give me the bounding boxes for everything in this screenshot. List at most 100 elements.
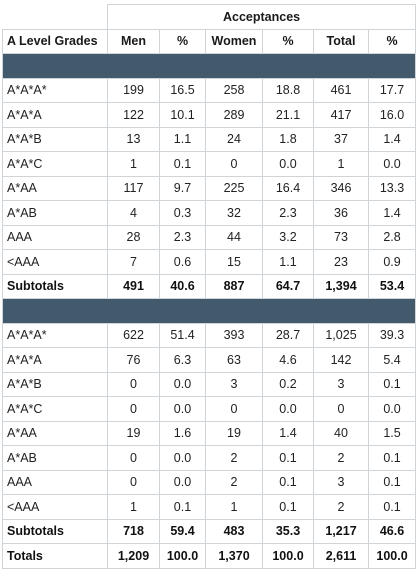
cell-women-percent: 21.1 (262, 102, 314, 128)
cell-men: 13 (107, 126, 160, 152)
cell-women-percent: 4.6 (262, 347, 314, 373)
cell-total-percent: 0.1 (367, 494, 417, 520)
table-row: A*A*A 76 6.3 63 4.6 142 5.4 (2, 347, 417, 373)
header-row-group: Acceptances (2, 4, 417, 30)
totals-row-label: Totals (2, 543, 108, 569)
table-row-label: A*A*C (2, 396, 108, 422)
table-row: A*A*B 13 1.1 24 1.8 37 1.4 (2, 126, 417, 152)
cell-men-percent: 1.1 (159, 126, 206, 152)
totals-row: Totals 1,209 100.0 1,370 100.0 2,611 100.0 (2, 543, 417, 569)
table-row: A*AB 0 0.0 2 0.1 2 0.1 (2, 445, 417, 471)
cell-women: 44 (205, 224, 263, 250)
cell-total: 461 (313, 77, 369, 103)
cell-women: 887 (205, 273, 263, 299)
table-row-label: <AAA (2, 249, 108, 275)
table-row-label: A*AA (2, 175, 108, 201)
section-divider-band (1, 53, 417, 79)
cell-total: 2 (313, 494, 369, 520)
cell-women-percent: 35.3 (262, 518, 314, 544)
cell-women-percent: 0.0 (262, 151, 314, 177)
section-divider-band (1, 298, 417, 324)
table-row: A*AA 117 9.7 225 16.4 346 13.3 (2, 175, 417, 201)
column-header-women: Women (205, 28, 263, 54)
cell-total: 417 (313, 102, 369, 128)
cell-total-percent: 5.4 (367, 347, 417, 373)
cell-men: 1,209 (107, 543, 160, 569)
cell-men: 28 (107, 224, 160, 250)
table-row: AAA 0 0.0 2 0.1 3 0.1 (2, 469, 417, 495)
table-row: <AAA 7 0.6 15 1.1 23 0.9 (2, 249, 417, 275)
cell-women: 258 (205, 77, 263, 103)
cell-women: 63 (205, 347, 263, 373)
table-row: A*AA 19 1.6 19 1.4 40 1.5 (2, 420, 417, 446)
cell-men-percent: 0.0 (159, 371, 206, 397)
header-row-columns: A Level Grades Men % Women % Total % (2, 28, 417, 54)
cell-men: 1 (107, 494, 160, 520)
table-row-label: A*A*A* (2, 77, 108, 103)
cell-women-percent: 16.4 (262, 175, 314, 201)
cell-women: 0 (205, 396, 263, 422)
cell-women-percent: 18.8 (262, 77, 314, 103)
table-row-label: A*AB (2, 200, 108, 226)
cell-men-percent: 2.3 (159, 224, 206, 250)
cell-men: 122 (107, 102, 160, 128)
table-row-label: A*A*A (2, 347, 108, 373)
cell-total-percent: 0.1 (367, 469, 417, 495)
cell-total-percent: 1.5 (367, 420, 417, 446)
cell-women: 289 (205, 102, 263, 128)
cell-total: 2 (313, 445, 369, 471)
cell-men: 0 (107, 396, 160, 422)
cell-men-percent: 1.6 (159, 420, 206, 446)
cell-men-percent: 51.4 (159, 322, 206, 348)
cell-total-percent: 1.4 (367, 200, 417, 226)
cell-women-percent: 64.7 (262, 273, 314, 299)
table-row-label: A*A*A (2, 102, 108, 128)
cell-total: 1,025 (313, 322, 369, 348)
cell-total-percent: 13.3 (367, 175, 417, 201)
table-row-label: A*A*B (2, 126, 108, 152)
cell-total: 3 (313, 371, 369, 397)
cell-men-percent: 6.3 (159, 347, 206, 373)
table-row-label: A*A*B (2, 371, 108, 397)
cell-men-percent: 0.6 (159, 249, 206, 275)
cell-women: 32 (205, 200, 263, 226)
cell-women-percent: 0.1 (262, 445, 314, 471)
cell-men-percent: 0.0 (159, 396, 206, 422)
cell-women: 3 (205, 371, 263, 397)
row-header-label: A Level Grades (2, 28, 108, 54)
cell-total: 0 (313, 396, 369, 422)
table-row-label: A*A*A* (2, 322, 108, 348)
cell-men: 7 (107, 249, 160, 275)
cell-total-percent: 0.9 (367, 249, 417, 275)
cell-total-percent: 16.0 (367, 102, 417, 128)
cell-women: 19 (205, 420, 263, 446)
cell-men: 1 (107, 151, 160, 177)
cell-women: 15 (205, 249, 263, 275)
cell-men: 491 (107, 273, 160, 299)
cell-men: 0 (107, 371, 160, 397)
column-header-total: Total (313, 28, 369, 54)
table-row-label: AAA (2, 469, 108, 495)
table-row: A*AB 4 0.3 32 2.3 36 1.4 (2, 200, 417, 226)
cell-total-percent: 0.1 (367, 371, 417, 397)
cell-men-percent: 10.1 (159, 102, 206, 128)
cell-total: 1,217 (313, 518, 369, 544)
cell-men: 718 (107, 518, 160, 544)
table-row-label: A*AA (2, 420, 108, 446)
cell-total-percent: 39.3 (367, 322, 417, 348)
cell-women: 2 (205, 445, 263, 471)
cell-women-percent: 1.4 (262, 420, 314, 446)
cell-men: 19 (107, 420, 160, 446)
cell-men-percent: 16.5 (159, 77, 206, 103)
cell-total: 1,394 (313, 273, 369, 299)
subtotal-row: Subtotals 718 59.4 483 35.3 1,217 46.6 (2, 518, 417, 544)
cell-men-percent: 40.6 (159, 273, 206, 299)
cell-total: 73 (313, 224, 369, 250)
column-header-men-percent: % (159, 28, 206, 54)
cell-men-percent: 0.3 (159, 200, 206, 226)
cell-total-percent: 46.6 (367, 518, 417, 544)
cell-women-percent: 0.1 (262, 469, 314, 495)
cell-men: 199 (107, 77, 160, 103)
cell-women-percent: 100.0 (262, 543, 314, 569)
header-corner (2, 4, 108, 30)
